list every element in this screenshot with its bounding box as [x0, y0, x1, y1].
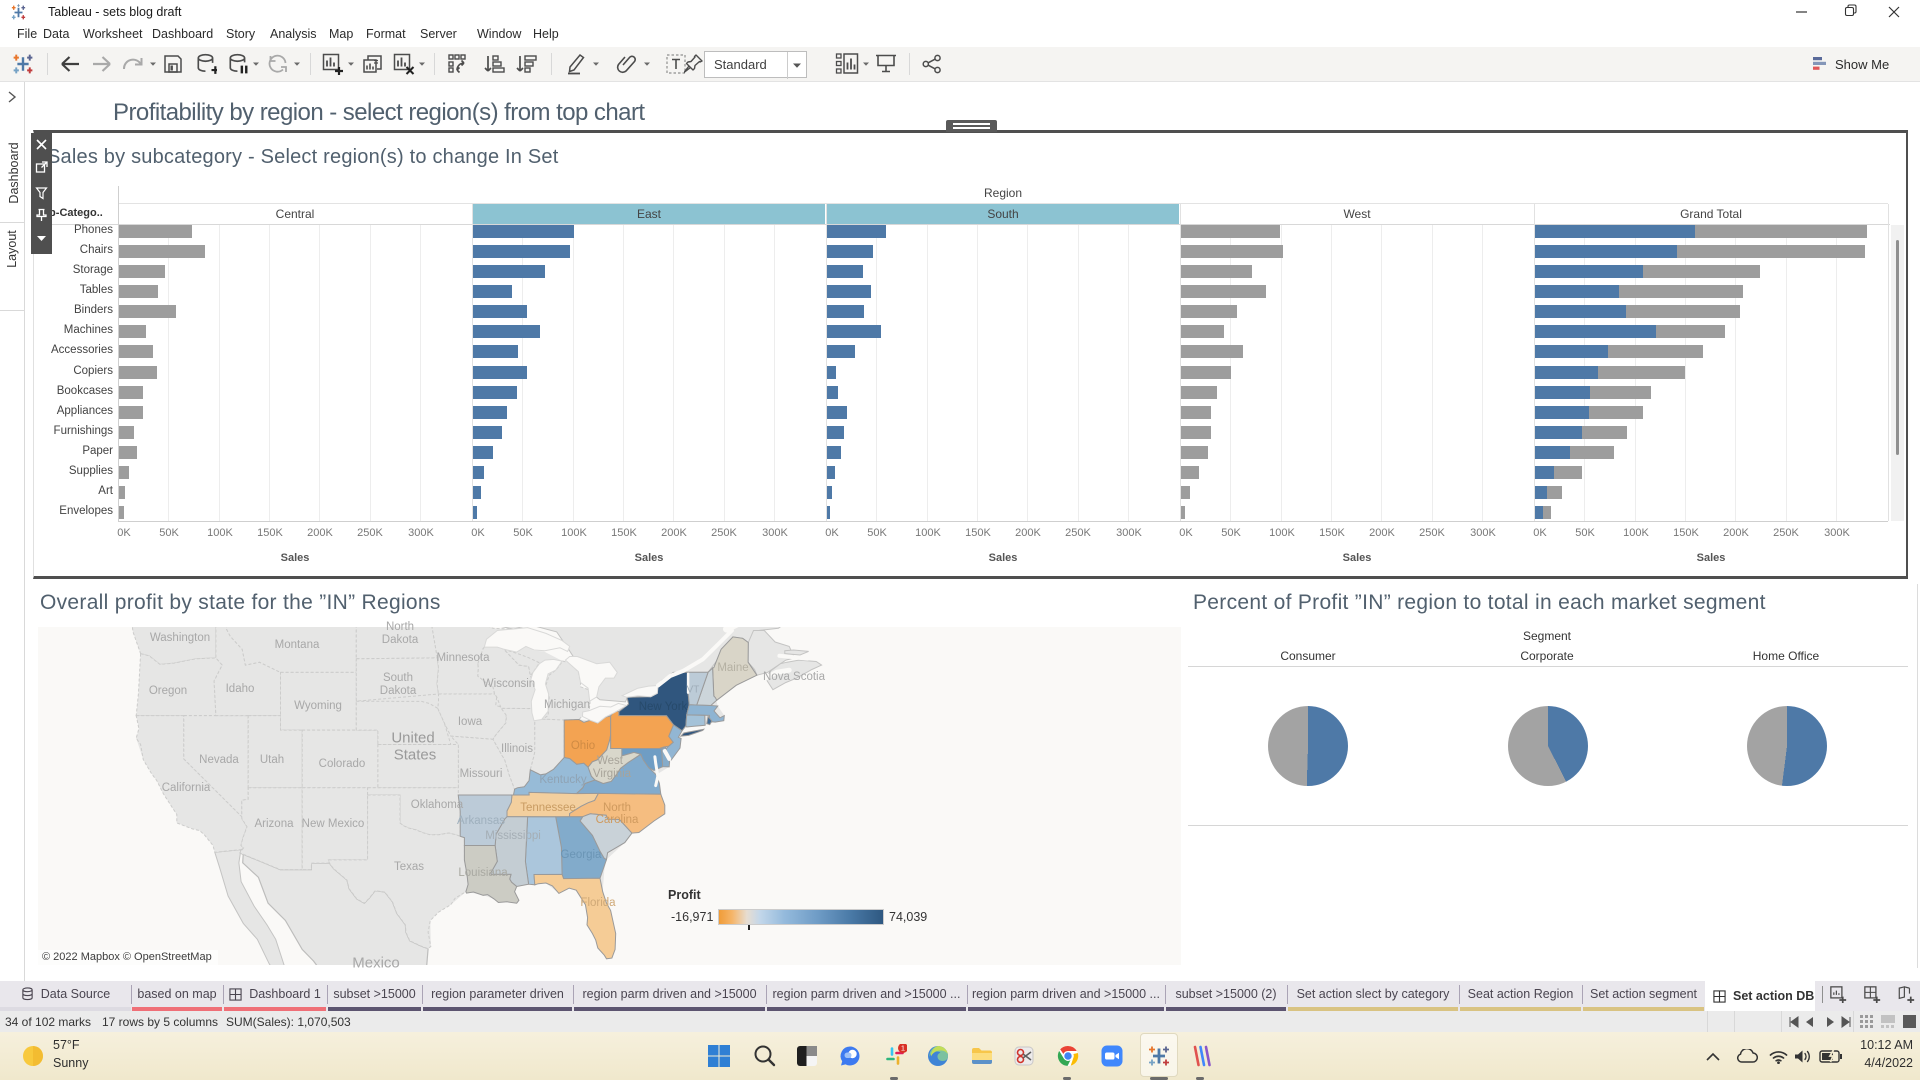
- svg-text:1: 1: [901, 1044, 905, 1053]
